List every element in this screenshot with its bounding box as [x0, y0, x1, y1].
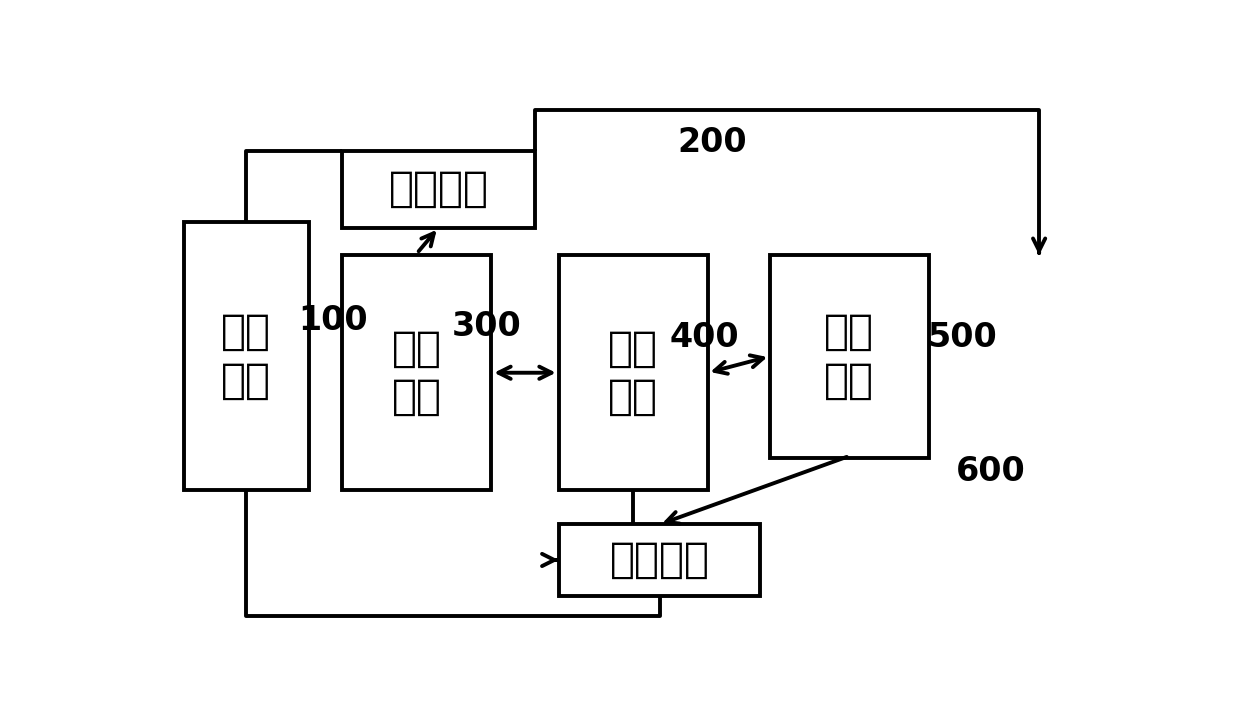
Text: 100: 100 [298, 304, 367, 337]
Text: 200: 200 [677, 127, 748, 159]
Bar [342, 255, 491, 491]
Bar [558, 525, 760, 596]
Text: 测试
模块: 测试 模块 [392, 328, 441, 418]
Bar [184, 223, 309, 491]
Text: 控制
模块: 控制 模块 [221, 311, 272, 402]
Text: 接收模块: 接收模块 [610, 539, 709, 581]
Text: 调测
模块: 调测 模块 [825, 311, 874, 402]
Text: 600: 600 [956, 455, 1025, 488]
Bar [342, 151, 534, 228]
Text: 发射模块: 发射模块 [388, 169, 489, 210]
Text: 300: 300 [451, 310, 521, 343]
Text: 500: 500 [928, 321, 997, 353]
Bar [770, 255, 929, 458]
Text: 400: 400 [670, 321, 739, 353]
Bar [558, 255, 708, 491]
Text: 开关
模块: 开关 模块 [608, 328, 658, 418]
